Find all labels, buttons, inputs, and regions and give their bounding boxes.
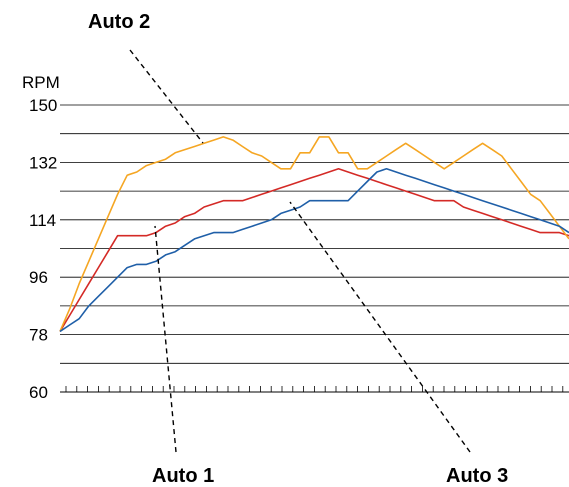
series-line-auto-2 [59,136,569,332]
y-tick-label: 150 [29,96,57,115]
leader-line-auto-2 [129,49,204,144]
callout-label-auto-2: Auto 2 [88,11,150,33]
leader-line-auto-1 [154,225,177,453]
callout-labels: Auto 1 Auto 2 Auto 3 [88,11,508,487]
y-axis-tick-labels: 60 78 96 114 132 150 [29,96,57,402]
y-tick-label: 132 [29,153,57,172]
y-tick-label: 96 [29,268,48,287]
callout-label-auto-1: Auto 1 [152,465,214,487]
x-axis-ticks [65,386,564,392]
callout-label-auto-3: Auto 3 [446,465,508,487]
leader-line-auto-3 [289,201,471,453]
y-axis-title: RPM [22,73,60,92]
callout-leader-lines [129,49,471,453]
series-line-auto-3 [59,168,569,333]
y-tick-label: 114 [29,211,56,230]
series-line-auto-1 [59,168,569,332]
y-tick-label: 60 [29,383,48,402]
series-lines [59,136,569,333]
gridlines [60,104,569,364]
y-tick-label: 78 [29,326,48,345]
